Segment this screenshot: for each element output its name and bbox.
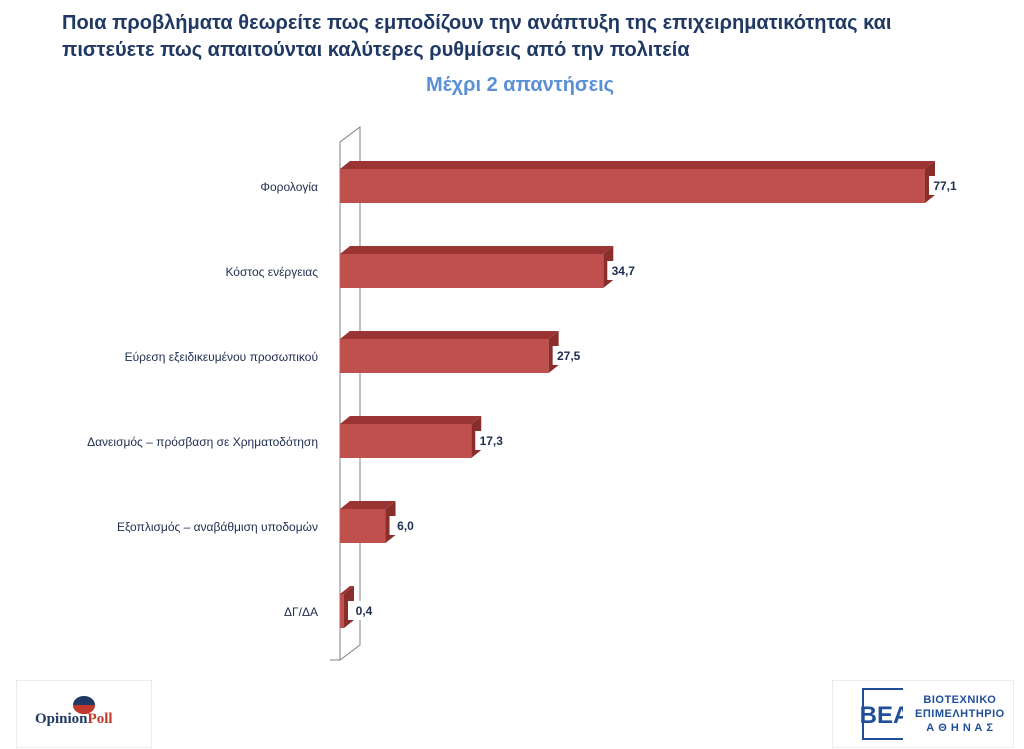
value-label-box	[607, 261, 640, 280]
bar-top-0	[340, 161, 935, 169]
bar-top-2	[340, 331, 559, 339]
value-label-box	[389, 516, 422, 535]
opinion-poll-logo: OpinionPoll	[16, 680, 152, 748]
vea-line-3: Α Θ Η Ν Α Σ	[926, 722, 994, 734]
category-label: Εξοπλισμός – αναβάθμιση υποδομών	[117, 520, 318, 534]
value-label-box	[475, 431, 508, 450]
category-label: Δανεισμός – πρόσβαση σε Χρηματοδότηση	[87, 435, 318, 449]
opinion-poll-mark-icon	[73, 696, 95, 714]
vea-line-1: ΒΙΟΤΕΧΝΙΚΟ	[923, 694, 997, 706]
value-label-box	[929, 176, 961, 195]
category-label: Εύρεση εξειδικευμένου προσωπικού	[125, 350, 318, 364]
title-line-2: πιστεύετε πως απαιτούνται καλύτερες ρυθμ…	[62, 39, 690, 61]
svg-text:ΒΕΑ: ΒΕΑ	[860, 702, 903, 729]
vea-logo: ΒΕΑ ΒΙΟΤΕΧΝΙΚΟ ΕΠΙΜΕΛΗΤΗΡΙΟ Α Θ Η Ν Α Σ	[832, 680, 1014, 748]
bar-5	[340, 594, 344, 628]
value-label: 27,5	[557, 349, 581, 363]
value-label: 34,7	[612, 264, 636, 278]
vea-line-2: ΕΠΙΜΕΛΗΤΗΡΙΟ	[915, 708, 1005, 720]
bar-top-4	[340, 501, 396, 509]
bar-1	[340, 254, 604, 288]
chart-title: Ποια προβλήματα θεωρείτε πως εμποδίζουν …	[62, 10, 982, 64]
value-label: 77,1	[933, 179, 957, 193]
bar-4	[340, 509, 386, 543]
category-label: ΔΓ/ΔΑ	[284, 605, 318, 619]
category-label: Κόστος ενέργειας	[225, 265, 318, 279]
bar-top-3	[340, 416, 482, 424]
vea-wordmark: ΒΙΟΤΕΧΝΙΚΟ ΕΠΙΜΕΛΗΤΗΡΙΟ Α Θ Η Ν Α Σ	[915, 693, 1005, 735]
vea-emblem-icon: ΒΕΑ	[860, 688, 903, 740]
category-label: Φορολογία	[260, 180, 318, 194]
bar-3	[340, 424, 472, 458]
opinion-poll-wordmark: OpinionPoll	[35, 711, 113, 727]
chart-subtitle: Μέχρι 2 απαντήσεις	[425, 74, 615, 96]
bar-2	[340, 339, 549, 373]
bar-top-5	[340, 586, 354, 594]
title-line-1: Ποια προβλήματα θεωρείτε πως εμποδίζουν …	[62, 12, 892, 34]
bar-0	[340, 169, 925, 203]
value-label-box	[552, 346, 585, 365]
value-label: 6,0	[397, 519, 414, 533]
bar-top-1	[340, 246, 614, 254]
value-label-box	[348, 601, 380, 620]
value-label: 0,4	[356, 604, 373, 618]
axis-wall	[339, 126, 361, 661]
value-label: 17,3	[480, 434, 504, 448]
